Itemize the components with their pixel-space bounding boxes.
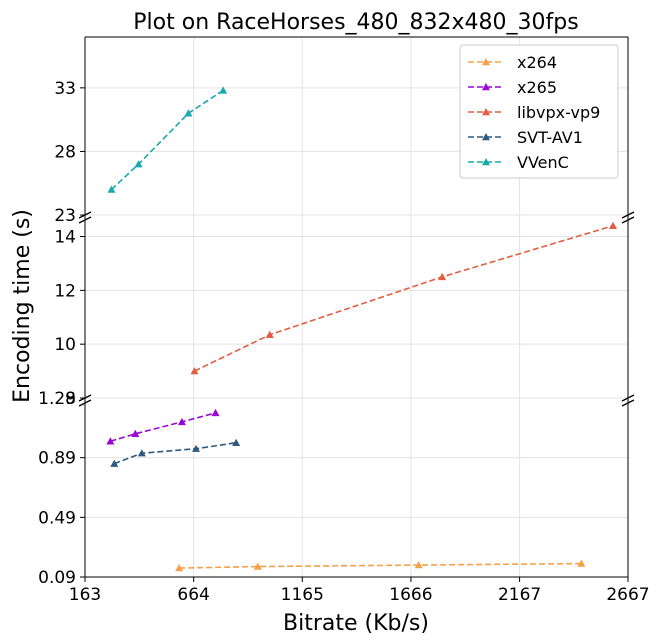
data-point bbox=[175, 564, 184, 572]
chart-title: Plot on RaceHorses_480_832x480_30fps bbox=[133, 10, 578, 35]
series-x265 bbox=[106, 408, 220, 445]
panel-0: 23 28 33 bbox=[54, 36, 629, 226]
y-tick-label: 33 bbox=[54, 79, 76, 99]
data-point bbox=[106, 437, 115, 445]
axis-break-mark bbox=[78, 399, 92, 407]
legend-label: x265 bbox=[517, 78, 557, 97]
data-point bbox=[107, 185, 116, 193]
series-libvpx-vp9 bbox=[190, 221, 618, 375]
data-point bbox=[184, 109, 193, 117]
y-tick-label: 1.29 bbox=[38, 389, 76, 409]
legend-item: SVT-AV1 bbox=[468, 128, 583, 147]
y-tick-label: 0.89 bbox=[38, 449, 76, 469]
y-tick-label: 23 bbox=[54, 206, 76, 226]
axis-break-mark bbox=[621, 394, 635, 402]
data-point bbox=[609, 221, 618, 229]
data-point bbox=[219, 86, 228, 94]
legend-marker bbox=[482, 83, 490, 91]
series-line bbox=[110, 89, 224, 191]
y-tick-label: 28 bbox=[54, 142, 76, 162]
legend-marker bbox=[482, 108, 490, 116]
legend-marker bbox=[482, 158, 490, 166]
series-x264 bbox=[175, 559, 586, 572]
x-tick-label: 664 bbox=[177, 585, 209, 605]
series-line bbox=[194, 224, 614, 372]
x-tick-label: 1666 bbox=[389, 585, 432, 605]
y-axis-label: Encoding time (s) bbox=[10, 209, 35, 403]
axis-break-mark bbox=[621, 216, 635, 224]
legend-box bbox=[459, 44, 619, 179]
legend-label: VVenC bbox=[517, 153, 569, 172]
legend-label: x264 bbox=[517, 53, 557, 72]
y-tick-label: 14 bbox=[54, 228, 76, 248]
y-tick-label: 8 bbox=[65, 389, 76, 409]
data-point bbox=[253, 562, 262, 570]
y-tick-label: 0.49 bbox=[38, 508, 76, 528]
legend-label: SVT-AV1 bbox=[517, 128, 583, 147]
legend-label: libvpx-vp9 bbox=[517, 103, 600, 122]
data-point bbox=[137, 449, 146, 457]
y-tick-label: 12 bbox=[54, 281, 76, 301]
x-tick-label: 1165 bbox=[281, 585, 324, 605]
legend: x264 x265 libvpx-vp9 SVT-AV1 VVenC bbox=[459, 44, 619, 179]
x-tick-label: 163 bbox=[69, 585, 101, 605]
series-line bbox=[110, 412, 216, 443]
series-VVenC bbox=[107, 86, 228, 193]
axis-break-mark bbox=[78, 394, 92, 402]
data-point bbox=[134, 160, 143, 168]
axis-break-mark bbox=[78, 216, 92, 224]
data-point bbox=[131, 429, 140, 437]
series-SVT-AV1 bbox=[110, 438, 241, 467]
x-tick-label: 2167 bbox=[498, 585, 541, 605]
data-point bbox=[211, 408, 220, 417]
axis-break-mark bbox=[78, 211, 92, 219]
data-point bbox=[438, 272, 447, 281]
data-point bbox=[414, 561, 423, 569]
y-tick-label: 10 bbox=[54, 335, 76, 355]
data-point bbox=[110, 459, 119, 467]
axis-break-mark bbox=[621, 399, 635, 407]
legend-item: x264 bbox=[468, 53, 557, 72]
panel-2: 0.09 0.49 0.89 1.29 bbox=[38, 389, 629, 588]
series-line bbox=[113, 441, 237, 465]
legend-item: libvpx-vp9 bbox=[468, 103, 600, 122]
legend-marker bbox=[482, 58, 490, 66]
data-point bbox=[192, 444, 201, 452]
panel-1: 8 10 12 14 bbox=[54, 215, 629, 409]
series-line bbox=[179, 562, 582, 569]
x-tick-label: 2667 bbox=[606, 585, 649, 605]
axis-break-mark bbox=[621, 211, 635, 219]
data-point bbox=[265, 330, 274, 338]
x-axis-label: Bitrate (Kb/s) bbox=[283, 611, 429, 636]
data-point bbox=[177, 417, 186, 426]
y-tick-label: 0.09 bbox=[38, 568, 76, 588]
data-point bbox=[232, 438, 241, 446]
legend-item: x265 bbox=[468, 78, 557, 97]
legend-item: VVenC bbox=[468, 153, 569, 172]
legend-marker bbox=[482, 133, 490, 141]
data-point bbox=[577, 559, 586, 567]
data-point bbox=[190, 367, 199, 375]
plot-area: 23 28 33 8 10 12 14 0.09 0.49 0.89 1.29 163 664 1165 1… bbox=[38, 36, 650, 605]
